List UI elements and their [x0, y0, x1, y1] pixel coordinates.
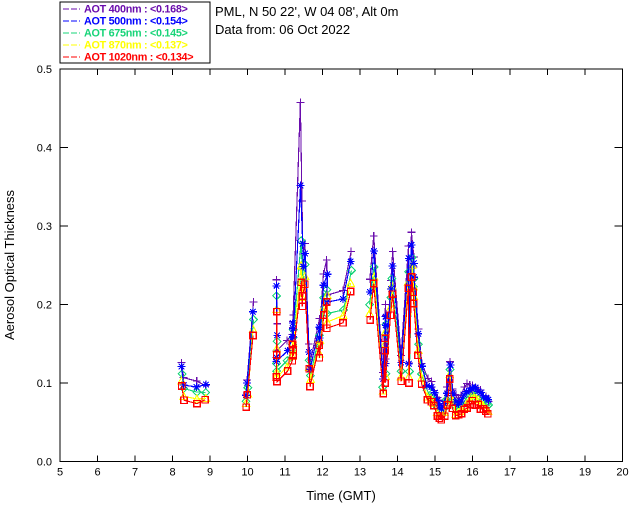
svg-text:AOT 870nm : <0.137>: AOT 870nm : <0.137> — [84, 40, 188, 52]
svg-text:20: 20 — [616, 467, 628, 479]
svg-text:AOT 675nm : <0.145>: AOT 675nm : <0.145> — [84, 28, 188, 40]
svg-text:18: 18 — [541, 467, 553, 479]
svg-text:AOT 400nm : <0.168>: AOT 400nm : <0.168> — [84, 4, 188, 16]
svg-text:PML, N 50 22', W 04 08', Alt 0: PML, N 50 22', W 04 08', Alt 0m — [215, 4, 398, 19]
svg-text:0.0: 0.0 — [37, 457, 52, 469]
svg-text:9: 9 — [207, 467, 213, 479]
svg-text:0.3: 0.3 — [37, 221, 52, 233]
svg-text:19: 19 — [579, 467, 591, 479]
svg-text:Data from: 06 Oct 2022: Data from: 06 Oct 2022 — [215, 22, 350, 37]
svg-text:8: 8 — [169, 467, 175, 479]
svg-text:7: 7 — [132, 467, 138, 479]
svg-text:0.2: 0.2 — [37, 300, 52, 312]
svg-text:Time (GMT): Time (GMT) — [306, 488, 376, 503]
svg-text:AOT 500nm : <0.154>: AOT 500nm : <0.154> — [84, 16, 188, 28]
svg-text:0.5: 0.5 — [37, 64, 52, 76]
svg-text:12: 12 — [316, 467, 328, 479]
svg-text:6: 6 — [94, 467, 100, 479]
svg-text:16: 16 — [466, 467, 478, 479]
svg-text:AOT 1020nm : <0.134>: AOT 1020nm : <0.134> — [84, 52, 193, 64]
svg-text:0.4: 0.4 — [37, 143, 52, 155]
svg-text:Aerosol Optical Thickness: Aerosol Optical Thickness — [2, 189, 17, 340]
svg-text:14: 14 — [391, 467, 403, 479]
svg-text:0.1: 0.1 — [37, 378, 52, 390]
svg-text:11: 11 — [279, 467, 290, 479]
svg-text:13: 13 — [354, 467, 366, 479]
svg-text:17: 17 — [504, 467, 516, 479]
svg-text:10: 10 — [241, 467, 253, 479]
svg-text:5: 5 — [57, 467, 63, 479]
svg-text:15: 15 — [429, 467, 441, 479]
